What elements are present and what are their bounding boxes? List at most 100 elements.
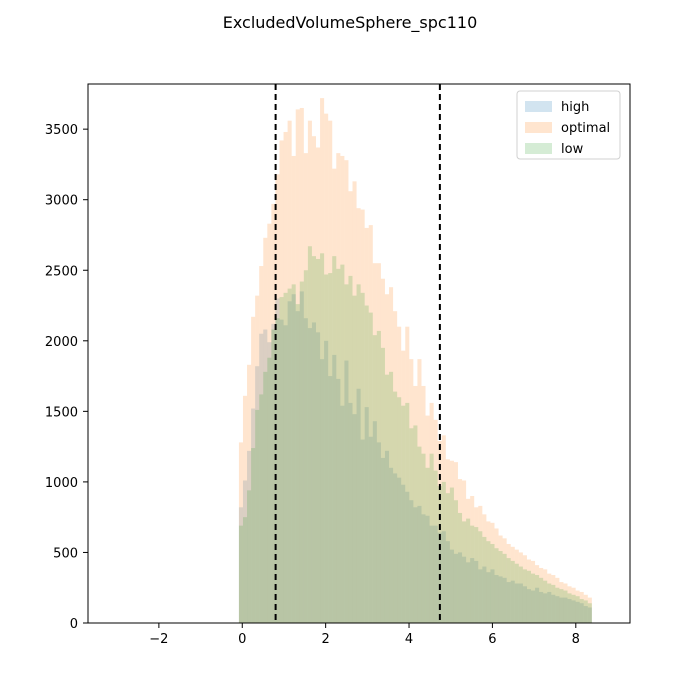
bar-high-48 bbox=[433, 525, 438, 623]
bar-optimal-58 bbox=[474, 507, 479, 623]
bar-optimal-44 bbox=[417, 359, 422, 623]
bar-high-5 bbox=[259, 333, 264, 623]
bar-high-55 bbox=[462, 556, 467, 623]
bar-high-15 bbox=[299, 291, 304, 623]
bar-optimal-55 bbox=[462, 480, 467, 623]
bar-high-47 bbox=[429, 525, 434, 623]
bar-high-45 bbox=[421, 514, 426, 623]
bar-optimal-10 bbox=[279, 140, 284, 623]
bar-high-42 bbox=[409, 500, 414, 623]
bar-optimal-65 bbox=[502, 538, 507, 623]
bar-high-51 bbox=[445, 541, 450, 623]
bar-high-71 bbox=[526, 589, 532, 623]
bar-low-60 bbox=[482, 536, 487, 623]
bar-optimal-1 bbox=[242, 395, 248, 623]
bar-optimal-6 bbox=[263, 237, 268, 623]
bar-low-17 bbox=[307, 246, 312, 623]
bar-high-28 bbox=[352, 414, 357, 623]
bar-optimal-31 bbox=[364, 227, 369, 624]
bar-low-59 bbox=[478, 531, 483, 623]
bar-low-70 bbox=[522, 569, 527, 623]
bar-optimal-22 bbox=[328, 120, 333, 624]
bar-high-34 bbox=[376, 442, 381, 623]
bar-low-63 bbox=[494, 548, 499, 623]
bar-optimal-76 bbox=[547, 573, 552, 623]
bar-high-43 bbox=[413, 507, 418, 623]
bar-high-83 bbox=[575, 601, 580, 623]
bar-optimal-24 bbox=[336, 153, 341, 624]
bar-low-39 bbox=[397, 397, 402, 623]
x-tick-label: 0 bbox=[238, 632, 246, 647]
bar-low-48 bbox=[433, 470, 438, 623]
bar-high-22 bbox=[328, 376, 333, 623]
bar-high-78 bbox=[555, 596, 560, 623]
bar-high-10 bbox=[279, 319, 284, 623]
bar-low-19 bbox=[316, 258, 321, 623]
bar-high-81 bbox=[567, 599, 572, 623]
bar-high-26 bbox=[344, 360, 349, 623]
y-tick-label: 1000 bbox=[45, 476, 78, 491]
legend-swatch-optimal bbox=[525, 122, 552, 133]
bar-optimal-19 bbox=[316, 147, 321, 624]
bar-optimal-46 bbox=[425, 415, 430, 623]
bar-high-2 bbox=[247, 450, 252, 623]
bar-optimal-51 bbox=[445, 459, 450, 623]
bar-optimal-30 bbox=[360, 209, 365, 623]
bar-high-13 bbox=[291, 294, 296, 623]
bar-optimal-68 bbox=[514, 549, 519, 623]
bar-high-67 bbox=[510, 580, 515, 623]
bar-high-41 bbox=[405, 491, 410, 623]
x-tick-label: −2 bbox=[149, 632, 168, 647]
bar-high-62 bbox=[490, 569, 495, 623]
bar-optimal-20 bbox=[320, 98, 325, 624]
bar-optimal-69 bbox=[518, 552, 523, 623]
bar-high-86 bbox=[587, 607, 592, 623]
bar-high-33 bbox=[372, 421, 377, 623]
x-tick-label: 6 bbox=[488, 632, 496, 647]
bar-high-65 bbox=[502, 577, 507, 623]
bar-high-38 bbox=[393, 473, 398, 623]
bar-high-39 bbox=[397, 477, 402, 623]
bar-optimal-23 bbox=[332, 168, 337, 624]
bar-high-9 bbox=[275, 298, 280, 623]
bar-optimal-28 bbox=[352, 181, 357, 623]
legend: high optimal low bbox=[516, 90, 621, 160]
y-tick-label: 3500 bbox=[45, 123, 78, 138]
bar-high-82 bbox=[571, 600, 576, 623]
bar-low-9 bbox=[275, 318, 280, 623]
bar-high-0 bbox=[238, 507, 243, 623]
bar-high-53 bbox=[453, 553, 458, 623]
bar-optimal-74 bbox=[539, 567, 544, 623]
bar-high-66 bbox=[506, 582, 511, 623]
series-optimal bbox=[238, 98, 592, 624]
bar-optimal-21 bbox=[324, 113, 329, 623]
bar-high-70 bbox=[522, 586, 527, 623]
bar-low-5 bbox=[259, 394, 264, 623]
bar-high-4 bbox=[255, 366, 260, 623]
bar-high-40 bbox=[401, 484, 406, 623]
bar-low-30 bbox=[360, 292, 365, 623]
bar-high-54 bbox=[457, 552, 463, 623]
bar-optimal-38 bbox=[393, 311, 398, 623]
bar-low-54 bbox=[457, 512, 463, 623]
bar-low-7 bbox=[267, 357, 272, 623]
bar-low-43 bbox=[413, 425, 418, 623]
legend-label-optimal: optimal bbox=[561, 121, 610, 136]
bar-low-46 bbox=[425, 467, 430, 623]
bar-optimal-35 bbox=[380, 278, 385, 623]
bar-optimal-85 bbox=[583, 594, 588, 623]
bar-optimal-39 bbox=[397, 326, 402, 623]
y-tick-label: 500 bbox=[53, 546, 78, 561]
bar-optimal-32 bbox=[368, 225, 373, 623]
bar-optimal-0 bbox=[238, 442, 243, 623]
bar-low-57 bbox=[470, 525, 475, 623]
bar-high-30 bbox=[360, 439, 365, 623]
bar-high-50 bbox=[441, 531, 446, 623]
bar-low-44 bbox=[417, 446, 422, 623]
bar-optimal-83 bbox=[575, 590, 580, 623]
bar-low-1 bbox=[242, 517, 248, 623]
bar-optimal-81 bbox=[567, 586, 572, 623]
plot-frame bbox=[87, 83, 631, 624]
bar-low-38 bbox=[393, 391, 398, 623]
bar-optimal-14 bbox=[295, 109, 300, 624]
